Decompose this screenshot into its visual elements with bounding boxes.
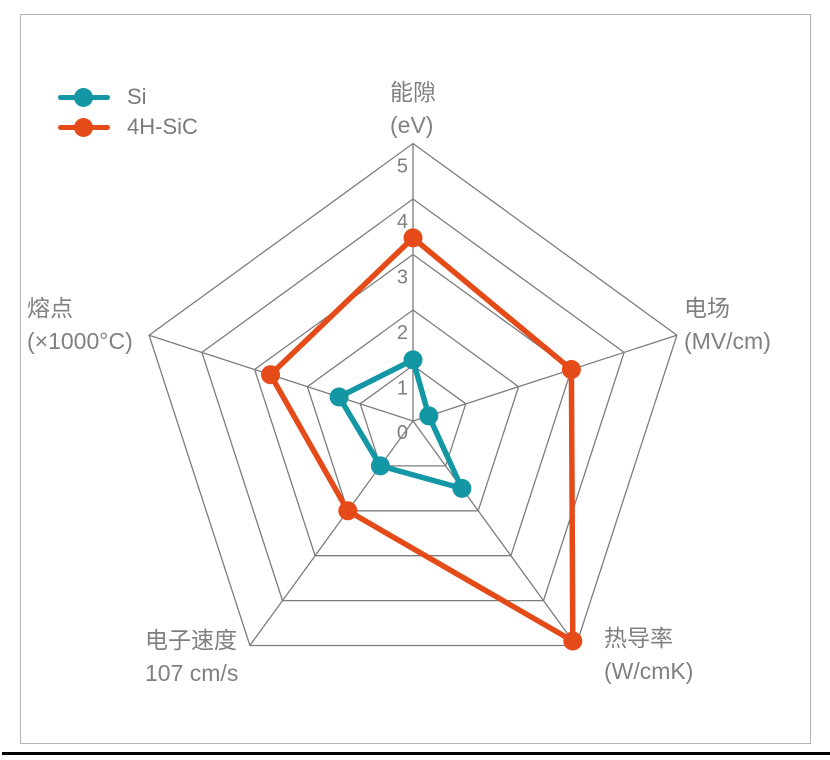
bottom-divider xyxy=(2,752,830,755)
tick-label-4: 4 xyxy=(397,211,408,233)
data-point-Si-4 xyxy=(329,387,349,407)
axis-label-electron-velocity: 电子速度 107 cm/s xyxy=(145,624,238,690)
axis-label-melting-point-unit: (×1000°C) xyxy=(27,328,133,354)
legend-item-4h-sic: 4H-SiC xyxy=(58,112,198,142)
axis-label-electron-velocity-unit: 107 cm/s xyxy=(145,660,239,686)
legend-label-4h-sic: 4H-SiC xyxy=(127,114,198,139)
series-line-Si xyxy=(336,357,465,492)
axis-label-bandgap: 能隙 (eV) xyxy=(390,76,436,142)
tick-label-1: 1 xyxy=(397,378,408,400)
axis-label-electron-velocity-name: 电子速度 xyxy=(145,627,237,653)
axis-label-electric-field: 电场 (MV/cm) xyxy=(684,292,771,358)
data-point-Si-3 xyxy=(370,456,390,476)
axis-label-thermal-conductivity-name: 热导率 xyxy=(604,625,673,651)
data-point-4H-SiC-2 xyxy=(563,631,583,651)
tick-label-0: 0 xyxy=(397,422,408,444)
legend: Si 4H-SiC xyxy=(58,82,198,142)
tick-label-3: 3 xyxy=(397,267,408,289)
axis-label-electric-field-name: 电场 xyxy=(684,295,730,321)
data-point-4H-SiC-3 xyxy=(338,501,358,521)
tick-label-5: 5 xyxy=(397,156,408,178)
axis-label-bandgap-unit: (eV) xyxy=(390,112,434,138)
axis-spoke-2 xyxy=(412,420,577,646)
series-line-4H-SiC xyxy=(267,235,576,644)
legend-label-si: Si xyxy=(127,84,147,109)
data-point-4H-SiC-1 xyxy=(561,360,581,379)
data-point-4H-SiC-0 xyxy=(403,228,423,248)
legend-item-si: Si xyxy=(58,82,198,112)
data-point-Si-0 xyxy=(403,350,423,370)
data-point-Si-2 xyxy=(452,478,472,498)
axis-label-melting-point: 熔点 (×1000°C) xyxy=(27,292,133,358)
axis-spoke-1 xyxy=(412,334,678,422)
data-point-Si-1 xyxy=(419,406,439,426)
axis-label-bandgap-name: 能隙 xyxy=(390,79,436,105)
axis-label-thermal-conductivity-unit: (W/cmK) xyxy=(604,658,694,684)
data-point-4H-SiC-4 xyxy=(261,365,280,385)
axis-label-electric-field-unit: (MV/cm) xyxy=(684,328,771,354)
4h-sic-series-marker-icon xyxy=(58,117,110,137)
tick-label-2: 2 xyxy=(397,322,408,344)
si-series-marker-icon xyxy=(58,87,110,107)
axis-label-melting-point-name: 熔点 xyxy=(27,295,73,321)
grid-ring-2 xyxy=(306,309,520,512)
axis-label-thermal-conductivity: 热导率 (W/cmK) xyxy=(604,622,693,688)
chart-card xyxy=(20,14,811,744)
grid-ring-4 xyxy=(201,198,625,602)
grid-ring-5 xyxy=(148,142,678,647)
grid-ring-1 xyxy=(359,364,467,467)
axis-spoke-4 xyxy=(148,334,414,422)
